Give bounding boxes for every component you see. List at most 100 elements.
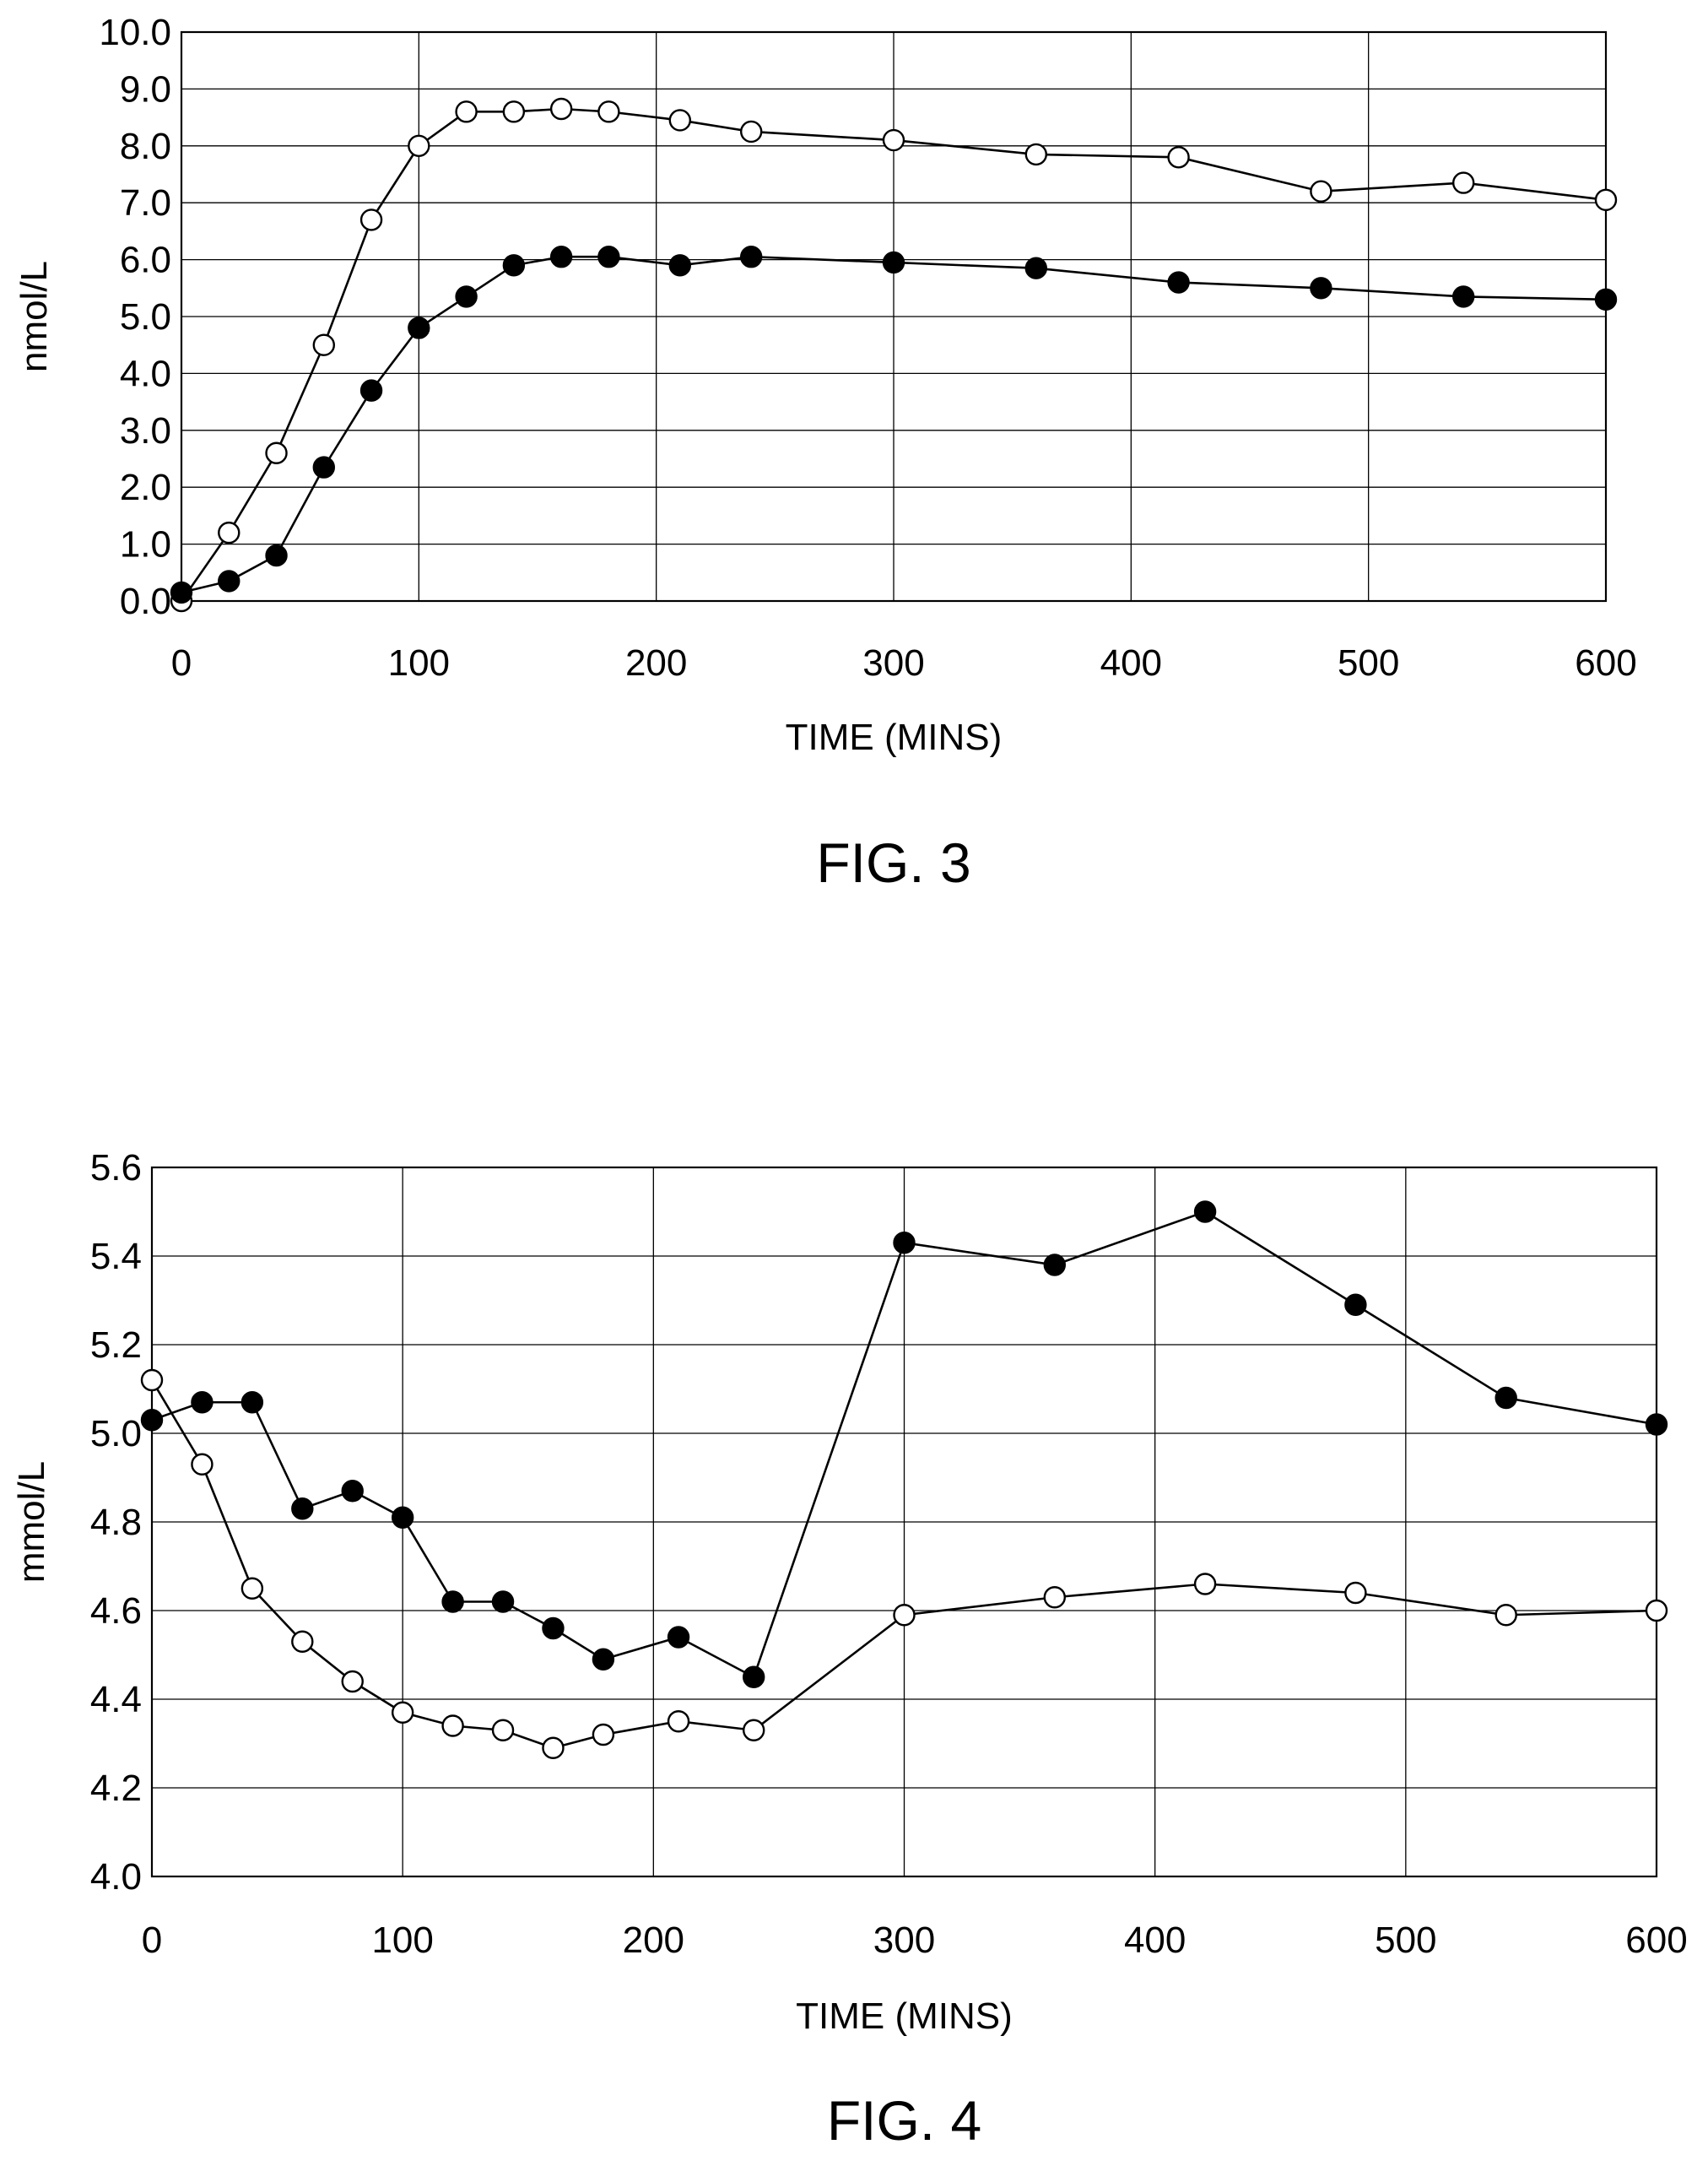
data-point-filled bbox=[740, 246, 763, 268]
data-point-filled bbox=[170, 581, 193, 604]
data-point-open bbox=[668, 109, 691, 132]
y-tick-label: 4.0 bbox=[120, 353, 171, 394]
y-tick-label: 5.2 bbox=[90, 1324, 142, 1366]
data-point-filled bbox=[218, 570, 241, 593]
data-point-filled bbox=[893, 1232, 916, 1254]
y-tick-label: 5.4 bbox=[90, 1236, 142, 1277]
data-point-open bbox=[893, 1604, 916, 1627]
y-axis-label: nmol/L bbox=[14, 261, 55, 372]
data-point-open bbox=[265, 441, 288, 464]
data-point-open bbox=[1451, 171, 1475, 194]
y-tick-label: 4.6 bbox=[90, 1590, 142, 1632]
data-point-open bbox=[312, 333, 335, 356]
data-point-open bbox=[1193, 1573, 1217, 1595]
figure-caption: FIG. 3 bbox=[816, 831, 970, 894]
data-point-open bbox=[549, 97, 573, 121]
fig4-chart: 4.0 4.2 4.4 4.6 4.8 5.0 5.2 5.4 5.6 0 100 200 300 400… bbox=[11, 1147, 1688, 2152]
data-point-filled bbox=[1594, 288, 1618, 311]
data-point-filled bbox=[265, 544, 288, 567]
series-line-filled-circle bbox=[181, 255, 1607, 594]
data-point-open bbox=[1344, 1581, 1367, 1605]
x-tick-label: 300 bbox=[862, 642, 924, 684]
y-tick-label: 5.0 bbox=[120, 296, 171, 338]
y-tick-label: 6.0 bbox=[120, 240, 171, 281]
x-axis-label: TIME (MINS) bbox=[796, 1995, 1013, 2037]
data-point-filled bbox=[592, 1648, 615, 1671]
data-point-open bbox=[502, 100, 526, 123]
data-point-filled bbox=[667, 1626, 690, 1649]
y-tick-label: 4.8 bbox=[90, 1502, 142, 1543]
x-tick-label: 300 bbox=[873, 1920, 935, 1961]
series-line-filled-circle bbox=[151, 1210, 1657, 1679]
data-point-filled bbox=[743, 1665, 765, 1688]
data-point-open bbox=[743, 1719, 765, 1741]
data-point-filled bbox=[341, 1480, 364, 1503]
y-axis-label: mmol/L bbox=[11, 1461, 52, 1583]
x-tick-label: 0 bbox=[171, 642, 192, 684]
data-point-filled bbox=[359, 379, 383, 402]
x-tick-label: 500 bbox=[1338, 642, 1399, 684]
x-tick-label: 100 bbox=[371, 1920, 433, 1961]
x-axis-label: TIME (MINS) bbox=[786, 717, 1003, 758]
data-point-open bbox=[1024, 143, 1048, 166]
x-tick-label: 0 bbox=[142, 1920, 162, 1961]
data-point-filled bbox=[408, 317, 430, 339]
plot-frame bbox=[150, 1166, 1658, 1878]
data-point-filled bbox=[455, 285, 478, 308]
x-tick-label: 400 bbox=[1124, 1920, 1186, 1961]
data-point-filled bbox=[191, 1391, 214, 1414]
series-line-open-circle bbox=[180, 107, 1607, 602]
data-point-open bbox=[1310, 180, 1332, 203]
x-tick-label: 200 bbox=[623, 1920, 684, 1961]
x-tick-label: 600 bbox=[1575, 642, 1636, 684]
data-point-filled bbox=[1344, 1293, 1367, 1316]
y-tick-label: 2.0 bbox=[120, 467, 171, 508]
data-point-open bbox=[359, 208, 383, 231]
y-tick-label: 10.0 bbox=[99, 12, 171, 53]
data-point-open bbox=[191, 1453, 214, 1476]
data-point-filled bbox=[291, 1497, 314, 1520]
figure-caption: FIG. 4 bbox=[827, 2089, 981, 2152]
data-point-open bbox=[455, 100, 478, 123]
y-tick-label: 4.0 bbox=[90, 1856, 142, 1898]
plot-frame bbox=[180, 30, 1608, 603]
data-point-filled bbox=[140, 1409, 164, 1432]
data-point-open bbox=[740, 120, 763, 143]
data-point-filled bbox=[1167, 271, 1190, 294]
data-point-filled bbox=[1310, 277, 1332, 300]
series-line-open-circle bbox=[150, 1379, 1657, 1750]
data-point-filled bbox=[491, 1590, 515, 1613]
x-tick-label: 100 bbox=[388, 642, 450, 684]
data-point-open bbox=[667, 1710, 690, 1733]
data-point-filled bbox=[597, 246, 620, 268]
data-point-open bbox=[1645, 1599, 1668, 1622]
data-point-filled bbox=[1645, 1413, 1668, 1436]
data-point-filled bbox=[668, 254, 691, 277]
data-point-open bbox=[597, 100, 620, 123]
data-point-filled bbox=[502, 254, 526, 277]
data-point-open bbox=[441, 1714, 464, 1737]
data-point-open bbox=[542, 1736, 565, 1759]
y-tick-label: 9.0 bbox=[120, 68, 171, 110]
data-point-open bbox=[1494, 1604, 1517, 1627]
data-point-filled bbox=[549, 246, 573, 268]
data-point-filled bbox=[241, 1391, 264, 1414]
data-point-filled bbox=[441, 1590, 464, 1613]
data-point-filled bbox=[312, 456, 335, 479]
y-tick-label: 0.0 bbox=[120, 581, 171, 622]
data-point-open bbox=[291, 1630, 314, 1653]
data-point-open bbox=[1594, 188, 1618, 212]
data-point-open bbox=[391, 1701, 414, 1724]
data-point-open bbox=[1167, 146, 1190, 169]
data-point-filled bbox=[1043, 1254, 1067, 1276]
y-tick-label: 4.2 bbox=[90, 1768, 142, 1809]
data-point-open bbox=[140, 1368, 164, 1392]
y-tick-label: 3.0 bbox=[120, 410, 171, 452]
data-point-open bbox=[341, 1670, 364, 1693]
y-tick-label: 7.0 bbox=[120, 182, 171, 224]
y-tick-label: 4.4 bbox=[90, 1679, 142, 1720]
data-point-filled bbox=[391, 1506, 414, 1529]
y-tick-label: 8.0 bbox=[120, 126, 171, 167]
x-tick-label: 600 bbox=[1625, 1920, 1687, 1961]
data-point-open bbox=[592, 1723, 615, 1746]
